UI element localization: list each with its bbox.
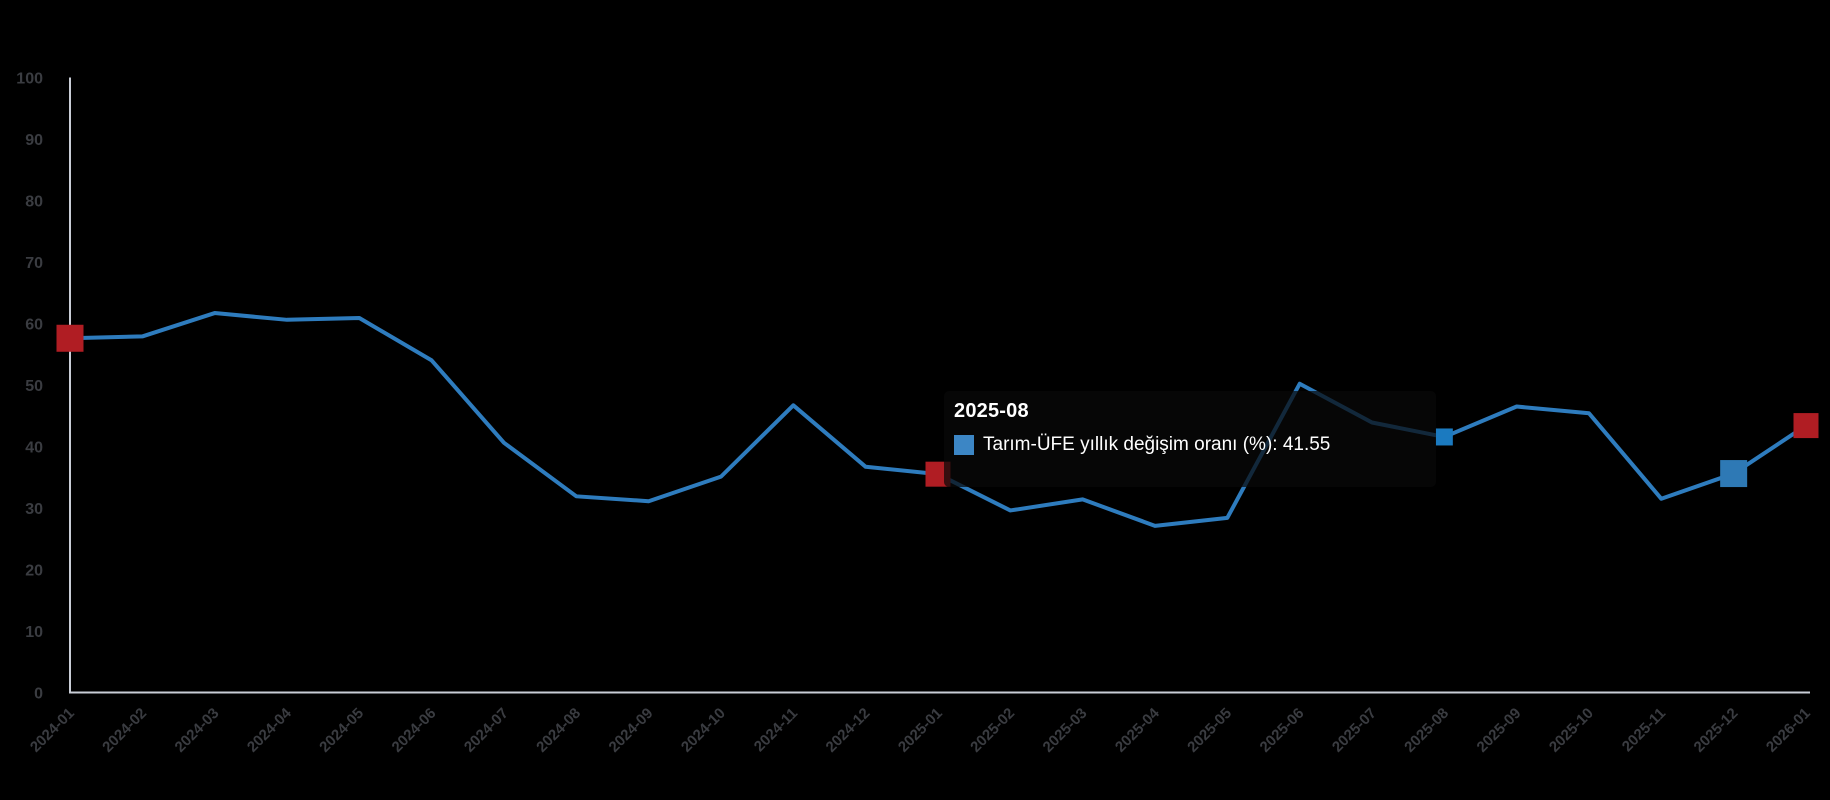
y-tick-label: 40 <box>25 440 43 457</box>
tooltip-date-title: 2025-08 <box>954 400 1029 422</box>
y-tick-label: 100 <box>16 71 43 88</box>
x-tick-label: 2024-05 <box>316 705 367 756</box>
chart-tooltip: 2025-08 Tarım-ÜFE yıllık değişim oranı (… <box>944 391 1436 487</box>
data-point-marker-2024-01[interactable] <box>56 324 84 352</box>
x-tick-label: 2025-02 <box>967 705 1018 756</box>
y-tick-label: 30 <box>25 501 43 518</box>
x-tick-label: 2024-11 <box>751 705 801 755</box>
data-point-marker-2026-01[interactable] <box>1793 413 1819 439</box>
x-tick-label: 2025-10 <box>1546 705 1597 756</box>
tooltip-series-value: Tarım-ÜFE yıllık değişim oranı (%): 41.5… <box>983 434 1331 455</box>
x-tick-label: 2025-12 <box>1691 705 1742 756</box>
y-tick-label: 0 <box>34 686 43 703</box>
x-tick-label: 2024-01 <box>27 705 78 756</box>
x-tick-label: 2024-06 <box>389 705 440 756</box>
x-tick-label: 2025-05 <box>1184 705 1235 756</box>
x-tick-label: 2024-09 <box>606 705 657 756</box>
x-tick-label: 2024-02 <box>99 705 150 756</box>
tooltip-series-row: Tarım-ÜFE yıllık değişim oranı (%): 41.5… <box>954 434 1426 456</box>
data-point-marker-2025-08[interactable] <box>1435 428 1453 446</box>
x-tick-label: 2025-11 <box>1619 705 1669 755</box>
series-line <box>68 311 1808 528</box>
x-tick-label: 2025-09 <box>1474 705 1525 756</box>
data-point-marker-2025-12[interactable] <box>1720 460 1748 488</box>
x-tick-label: 2025-03 <box>1040 705 1091 756</box>
y-tick-label: 90 <box>25 132 43 149</box>
y-tick-label: 60 <box>25 317 43 334</box>
x-tick-label: 2024-07 <box>461 705 512 756</box>
x-tick-label: 2024-10 <box>678 705 729 756</box>
y-tick-label: 70 <box>25 255 43 272</box>
y-tick-label: 50 <box>25 378 43 395</box>
series-color-swatch-icon <box>954 435 974 455</box>
x-tick-label: 2024-08 <box>533 705 584 756</box>
y-tick-label: 80 <box>25 194 43 211</box>
x-tick-label: 2024-04 <box>244 704 295 755</box>
x-tick-label: 2024-03 <box>172 705 223 756</box>
x-tick-label: 2025-06 <box>1257 705 1308 756</box>
x-tick-label: 2026-01 <box>1763 705 1814 756</box>
x-tick-label: 2025-08 <box>1401 705 1452 756</box>
y-tick-label: 10 <box>25 624 43 641</box>
x-tick-label: 2025-01 <box>895 705 946 756</box>
x-tick-label: 2025-07 <box>1329 705 1380 756</box>
x-tick-label: 2024-12 <box>823 705 874 756</box>
y-tick-label: 20 <box>25 563 43 580</box>
x-tick-label: 2025-04 <box>1112 704 1163 755</box>
